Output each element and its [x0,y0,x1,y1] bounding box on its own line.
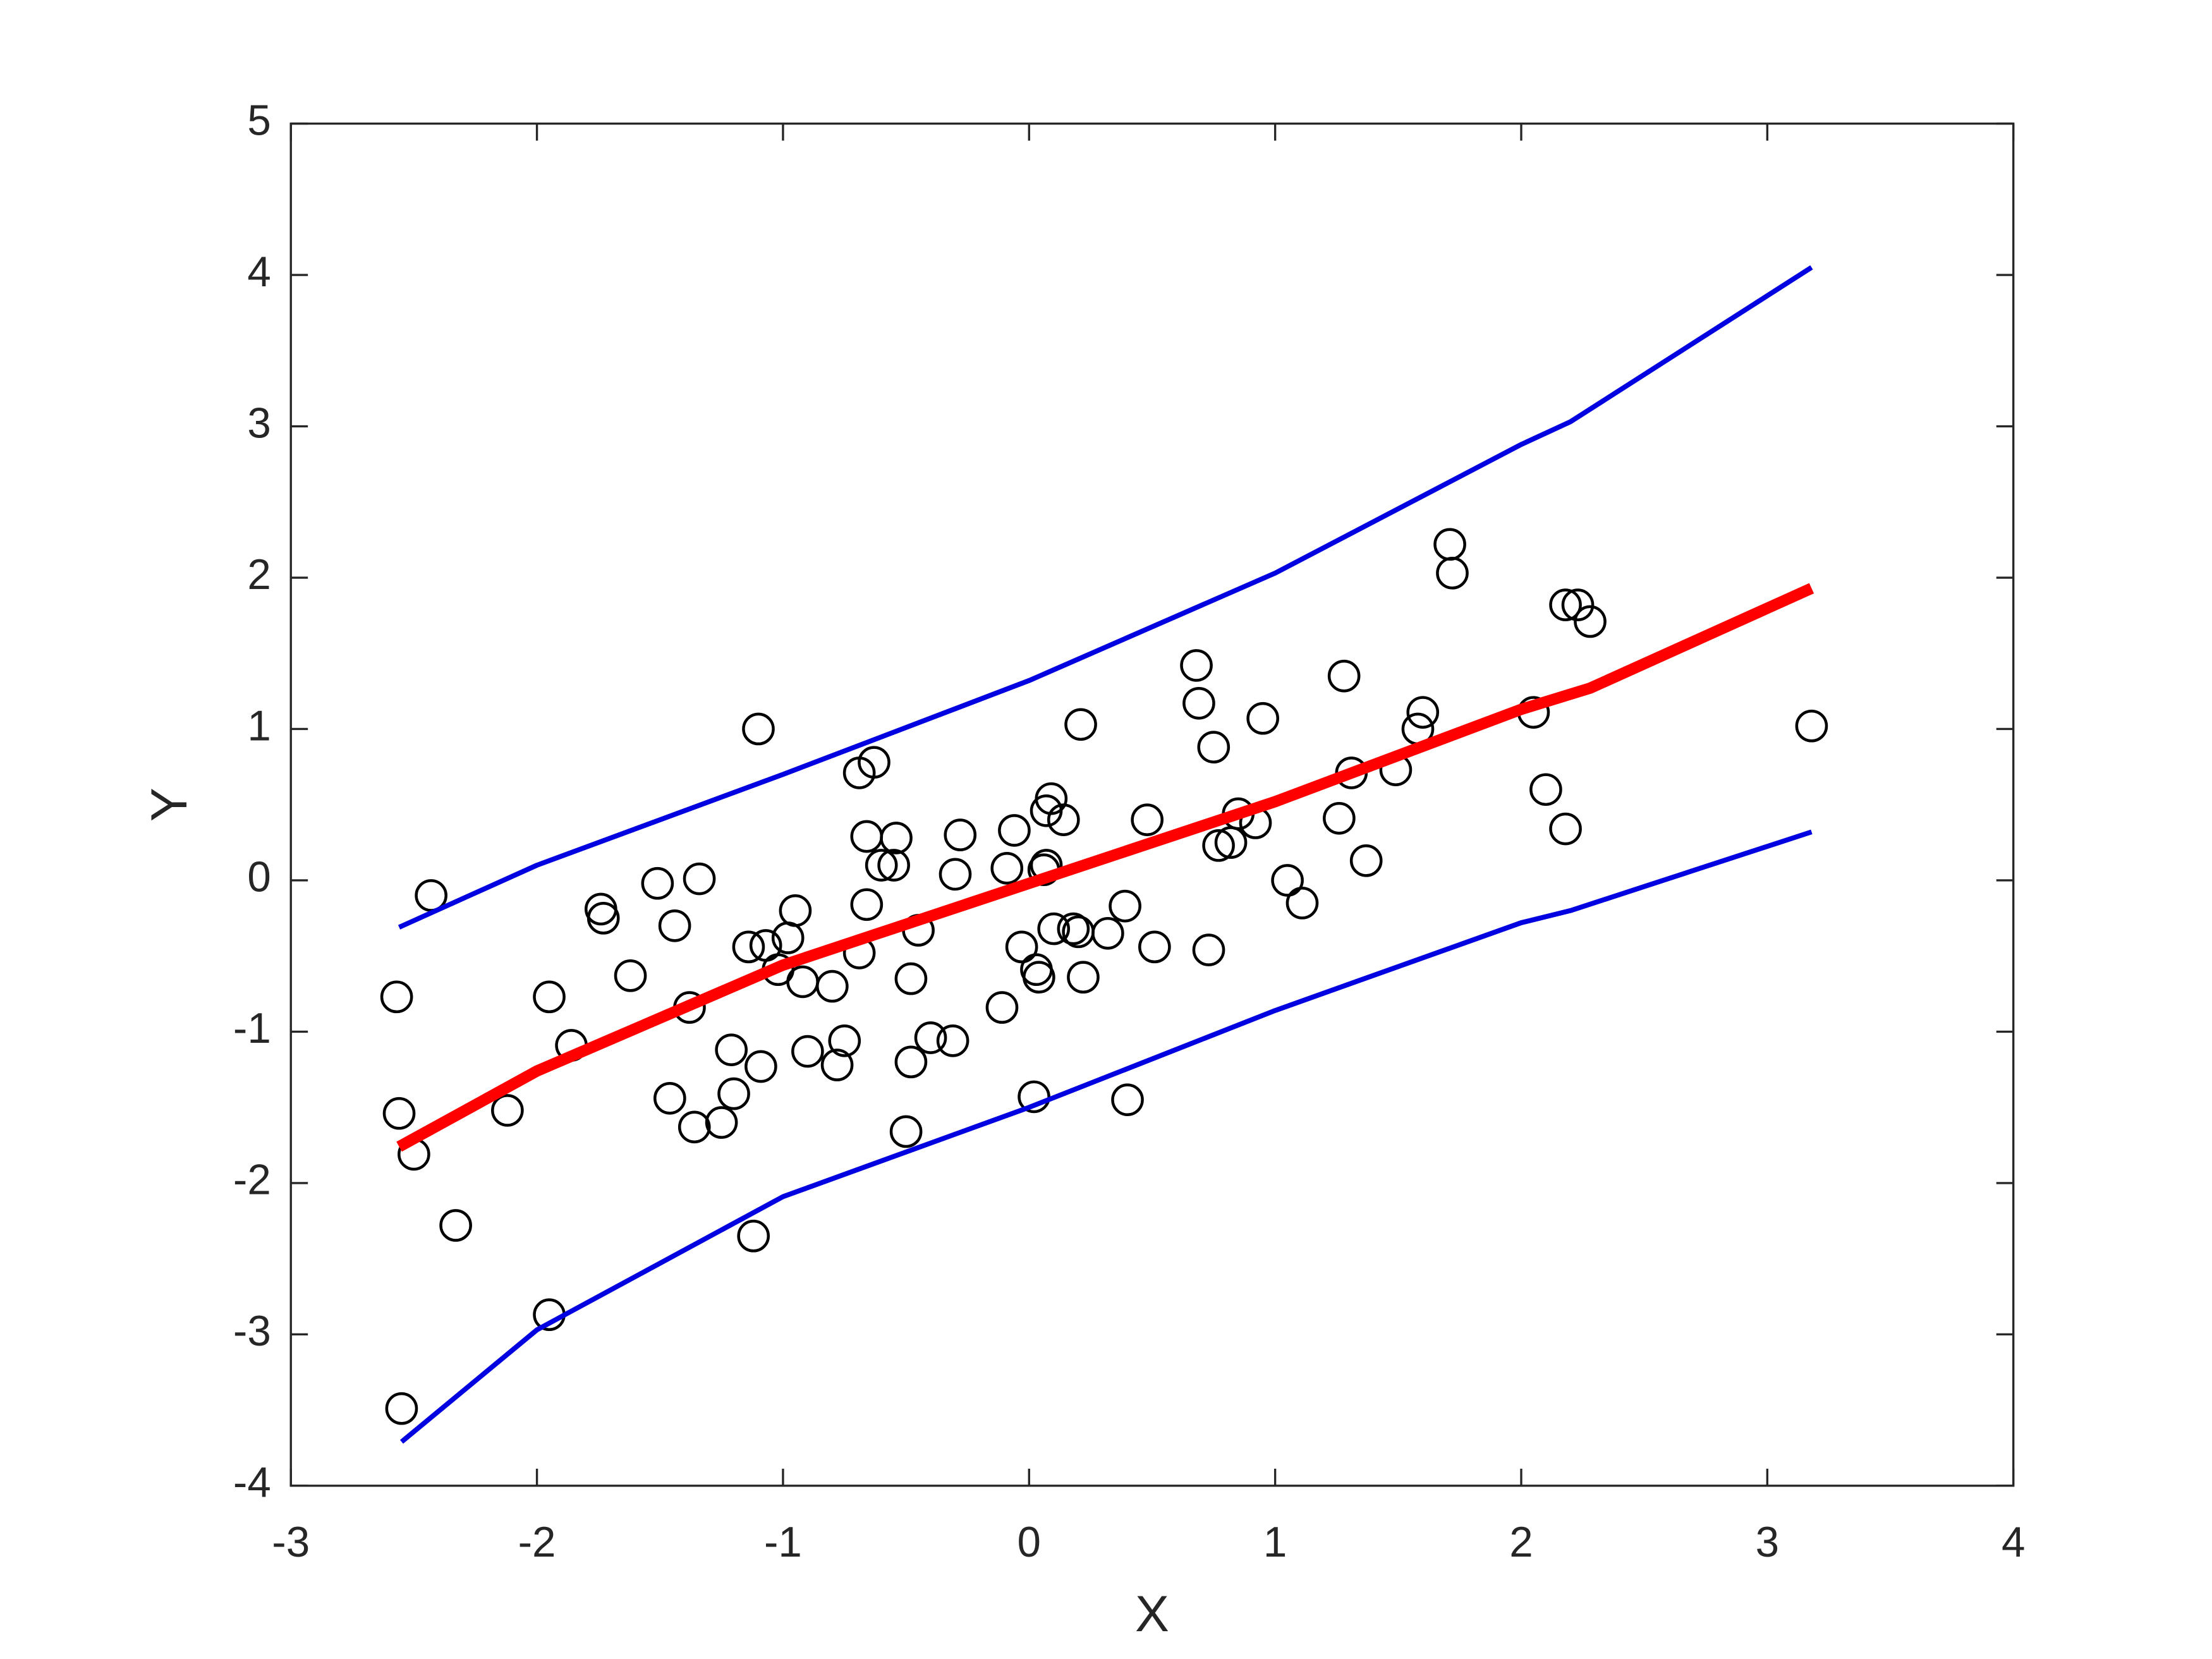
scatter-point [1180,649,1213,682]
scatter-point [1202,829,1235,862]
scatter-point [1561,588,1595,621]
scatter-point [1549,588,1582,621]
scatter-point [1327,659,1361,693]
x-axis-label: X [1135,1586,1169,1643]
scatter-point [380,980,413,1014]
y-tick-label: -4 [233,1459,271,1507]
scatter-point [533,980,566,1014]
scatter-point [990,851,1024,885]
scatter-point [779,894,812,927]
scatter-point [1005,930,1038,964]
scatter-point [658,909,691,942]
x-tick-label: 0 [1018,1519,1041,1566]
y-tick-label: 3 [247,399,270,447]
x-tick-label: -3 [272,1519,310,1566]
scatter-point [936,1024,969,1057]
scatter-point [491,1094,524,1127]
scatter-point [586,901,620,935]
y-tick-label: 4 [247,248,270,296]
scatter-point [850,888,884,921]
scatter-point [1795,709,1828,743]
x-tick-label: -2 [518,1519,556,1566]
scatter-point [815,969,849,1003]
scatter-point [1323,801,1356,835]
scatter-point [1057,912,1090,945]
scatter-point [1285,887,1319,920]
scatter-point [1047,803,1080,836]
x-tick-label: -1 [764,1519,802,1566]
scatter-point [1529,773,1562,806]
x-tick-label: 1 [1263,1519,1287,1566]
y-tick-label: 5 [247,97,270,144]
scatter-point [914,1021,947,1054]
scatter-point [683,862,716,896]
scatter-point [1023,961,1055,994]
scatter-point [1138,930,1171,964]
scatter-point [998,814,1031,847]
y-axis-label: Y [141,787,198,822]
y-tick-label: -1 [233,1005,271,1052]
scatter-point [705,1106,738,1139]
scatter-point [1109,889,1141,923]
scatter-point [877,849,910,882]
scatter-point [985,991,1019,1024]
scatter-point [1197,731,1231,764]
scatter-point [1436,557,1469,590]
scatter-point [1406,696,1440,729]
scatter-point [939,858,972,891]
scatter-point [385,1392,418,1425]
scatter-point [828,1024,861,1057]
y-tick-label: 2 [247,551,270,599]
scatter-point [715,1033,748,1066]
scatter-point [653,1081,686,1115]
scatter-point [614,959,647,992]
scatter-point [894,962,928,995]
x-tick-label: 2 [1509,1519,1533,1566]
scatter-point [889,1115,923,1148]
scatter-point [1111,1083,1144,1116]
scatter-point [820,1048,854,1081]
scatter-point [678,1110,711,1144]
scatter-point [1131,803,1164,836]
y-tick-label: -3 [233,1308,271,1355]
scatter-point [717,1077,750,1110]
y-tick-label: 1 [247,702,270,750]
scatter-point [880,822,913,854]
scatter-point [382,1097,416,1130]
scatter-point [1549,812,1582,846]
scatter-point [737,1219,770,1253]
scatter-point [1574,605,1607,638]
scatter-point [732,930,765,964]
y-tick-label: 0 [247,854,270,901]
y-tick-label: -2 [233,1157,271,1204]
fit-line [396,583,1814,1152]
scatter-point [1091,916,1124,950]
scatter-point [944,818,977,851]
scatter-point [742,712,775,746]
scatter-point [1271,864,1304,897]
scatter-point [1067,961,1100,994]
scatter-point [1037,912,1071,945]
fit-line [399,829,1813,1444]
scatter-point [1349,844,1383,877]
scatter-point [791,1035,824,1068]
scatter-point [894,1045,928,1079]
scatter-point [641,866,674,900]
scatter-point [439,1209,472,1242]
scatter-point [865,849,898,882]
x-tick-label: 4 [2002,1519,2025,1566]
fit-line [398,265,1813,930]
scatter-point [1064,708,1097,741]
plot-frame [289,122,2015,1487]
scatter-point [1246,702,1279,735]
scatter-point [744,1050,777,1083]
x-tick-label: 3 [1756,1519,1779,1566]
scatter-point [858,746,890,779]
scatter-point [1182,686,1215,720]
scatter-point [1192,933,1225,966]
scatter-point [1018,1080,1050,1114]
